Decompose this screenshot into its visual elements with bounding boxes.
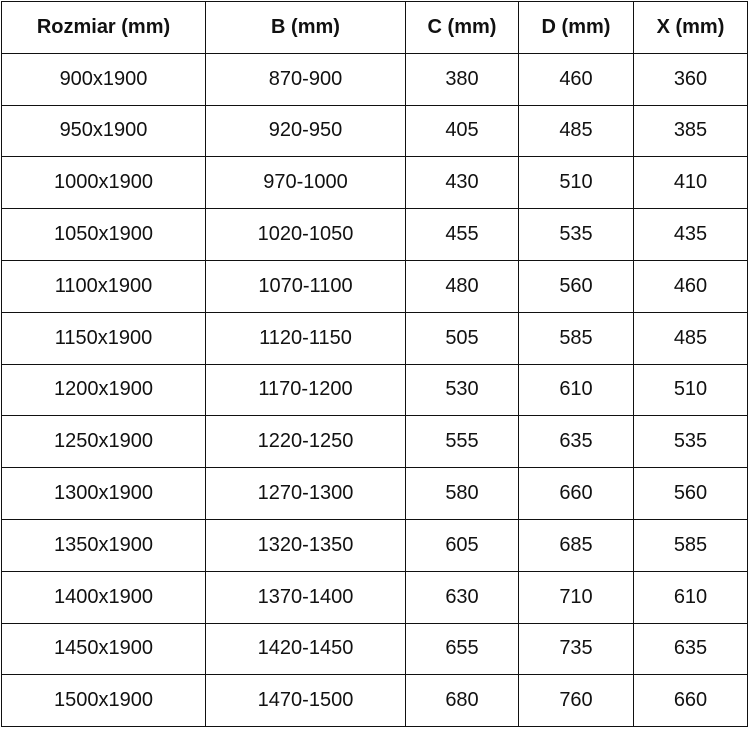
cell-c: 555 (405, 415, 519, 469)
cell-size: 1450x1900 (1, 622, 206, 676)
cell-c: 630 (405, 570, 519, 624)
cell-size: 1000x1900 (1, 156, 206, 210)
cell-d: 610 (518, 363, 634, 417)
cell-x: 485 (633, 311, 748, 365)
cell-d: 635 (518, 415, 634, 469)
cell-b: 1120-1150 (205, 311, 406, 365)
header-row: Rozmiar (mm) B (mm) C (mm) D (mm) X (mm) (1, 1, 748, 54)
table-row: 1500x1900 1470-1500 680 760 660 (1, 674, 748, 728)
cell-size: 1350x1900 (1, 518, 206, 572)
table-row: 1150x1900 1120-1150 505 585 485 (1, 311, 748, 365)
cell-d: 585 (518, 311, 634, 365)
cell-b: 1020-1050 (205, 208, 406, 261)
table-row: 1050x1900 1020-1050 455 535 435 (1, 208, 748, 261)
cell-x: 560 (633, 467, 748, 520)
cell-b: 1370-1400 (205, 570, 406, 624)
table-row: 1000x1900 970-1000 430 510 410 (1, 156, 748, 210)
cell-x: 585 (633, 518, 748, 572)
cell-c: 380 (405, 52, 519, 106)
table-row: 950x1900 920-950 405 485 385 (1, 104, 748, 158)
table-row: 1400x1900 1370-1400 630 710 610 (1, 570, 748, 624)
column-header-d: D (mm) (518, 1, 634, 54)
table-row: 900x1900 870-900 380 460 360 (1, 52, 748, 106)
column-header-size: Rozmiar (mm) (1, 1, 206, 54)
cell-d: 710 (518, 570, 634, 624)
cell-x: 435 (633, 208, 748, 261)
cell-x: 460 (633, 259, 748, 313)
cell-size: 900x1900 (1, 52, 206, 106)
cell-d: 460 (518, 52, 634, 106)
cell-x: 660 (633, 674, 748, 728)
column-header-c: C (mm) (405, 1, 519, 54)
cell-d: 485 (518, 104, 634, 158)
cell-c: 430 (405, 156, 519, 210)
cell-c: 655 (405, 622, 519, 676)
cell-size: 950x1900 (1, 104, 206, 158)
cell-b: 1420-1450 (205, 622, 406, 676)
cell-c: 455 (405, 208, 519, 261)
cell-x: 385 (633, 104, 748, 158)
table-row: 1200x1900 1170-1200 530 610 510 (1, 363, 748, 417)
cell-c: 530 (405, 363, 519, 417)
cell-x: 510 (633, 363, 748, 417)
cell-d: 560 (518, 259, 634, 313)
cell-size: 1150x1900 (1, 311, 206, 365)
cell-d: 660 (518, 467, 634, 520)
table-row: 1250x1900 1220-1250 555 635 535 (1, 415, 748, 469)
cell-d: 685 (518, 518, 634, 572)
cell-size: 1050x1900 (1, 208, 206, 261)
cell-b: 970-1000 (205, 156, 406, 210)
cell-d: 510 (518, 156, 634, 210)
table-row: 1450x1900 1420-1450 655 735 635 (1, 622, 748, 676)
cell-x: 535 (633, 415, 748, 469)
table-row: 1300x1900 1270-1300 580 660 560 (1, 467, 748, 520)
cell-size: 1300x1900 (1, 467, 206, 520)
cell-b: 1320-1350 (205, 518, 406, 572)
cell-b: 1170-1200 (205, 363, 406, 417)
cell-b: 920-950 (205, 104, 406, 158)
cell-d: 535 (518, 208, 634, 261)
cell-c: 480 (405, 259, 519, 313)
cell-b: 1070-1100 (205, 259, 406, 313)
table-row: 1350x1900 1320-1350 605 685 585 (1, 518, 748, 572)
column-header-b: B (mm) (205, 1, 406, 54)
cell-b: 1470-1500 (205, 674, 406, 728)
table-row: 1100x1900 1070-1100 480 560 460 (1, 259, 748, 313)
cell-size: 1400x1900 (1, 570, 206, 624)
cell-x: 410 (633, 156, 748, 210)
cell-c: 405 (405, 104, 519, 158)
cell-c: 580 (405, 467, 519, 520)
cell-x: 610 (633, 570, 748, 624)
cell-c: 680 (405, 674, 519, 728)
cell-size: 1500x1900 (1, 674, 206, 728)
cell-b: 870-900 (205, 52, 406, 106)
cell-d: 735 (518, 622, 634, 676)
cell-c: 605 (405, 518, 519, 572)
cell-b: 1220-1250 (205, 415, 406, 469)
cell-x: 360 (633, 52, 748, 106)
cell-d: 760 (518, 674, 634, 728)
cell-size: 1200x1900 (1, 363, 206, 417)
cell-c: 505 (405, 311, 519, 365)
cell-size: 1250x1900 (1, 415, 206, 469)
cell-x: 635 (633, 622, 748, 676)
cell-size: 1100x1900 (1, 259, 206, 313)
cell-b: 1270-1300 (205, 467, 406, 520)
column-header-x: X (mm) (633, 1, 748, 54)
